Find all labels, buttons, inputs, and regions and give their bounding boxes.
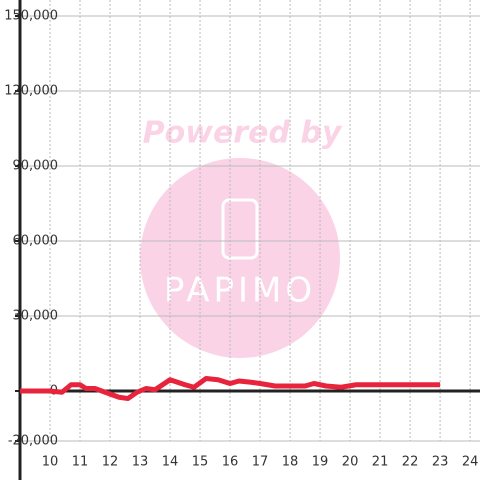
x-tick-label: 17 xyxy=(252,455,269,470)
x-tick-label: 11 xyxy=(72,455,89,470)
y-tick-label: 150,000 xyxy=(4,9,58,24)
x-tick-label: 15 xyxy=(192,455,209,470)
watermark-title: Powered by xyxy=(143,116,343,151)
x-tick-label: 22 xyxy=(402,455,419,470)
x-tick-label: 12 xyxy=(102,455,119,470)
watermark-phone xyxy=(221,198,259,260)
y-tick-label: 120,000 xyxy=(4,84,58,99)
data-line xyxy=(20,376,441,401)
watermark-brand: PAPIMO xyxy=(164,271,316,311)
x-tick-label: 24 xyxy=(462,455,479,470)
x-tick-label: 23 xyxy=(432,455,449,470)
x-tick-label: 14 xyxy=(162,455,179,470)
x-tick-label: 19 xyxy=(312,455,329,470)
x-tick-label: 20 xyxy=(342,455,359,470)
x-tick-label: 21 xyxy=(372,455,389,470)
x-tick-label: 13 xyxy=(132,455,149,470)
x-tick-label: 18 xyxy=(282,455,299,470)
y-tick-label: 60,000 xyxy=(13,234,59,249)
x-tick-label: 10 xyxy=(42,455,59,470)
y-tick-label: 90,000 xyxy=(13,159,59,174)
y-tick-label: -20,000 xyxy=(8,434,58,449)
y-tick-label: 30,000 xyxy=(13,309,59,324)
x-tick-label: 16 xyxy=(222,455,239,470)
